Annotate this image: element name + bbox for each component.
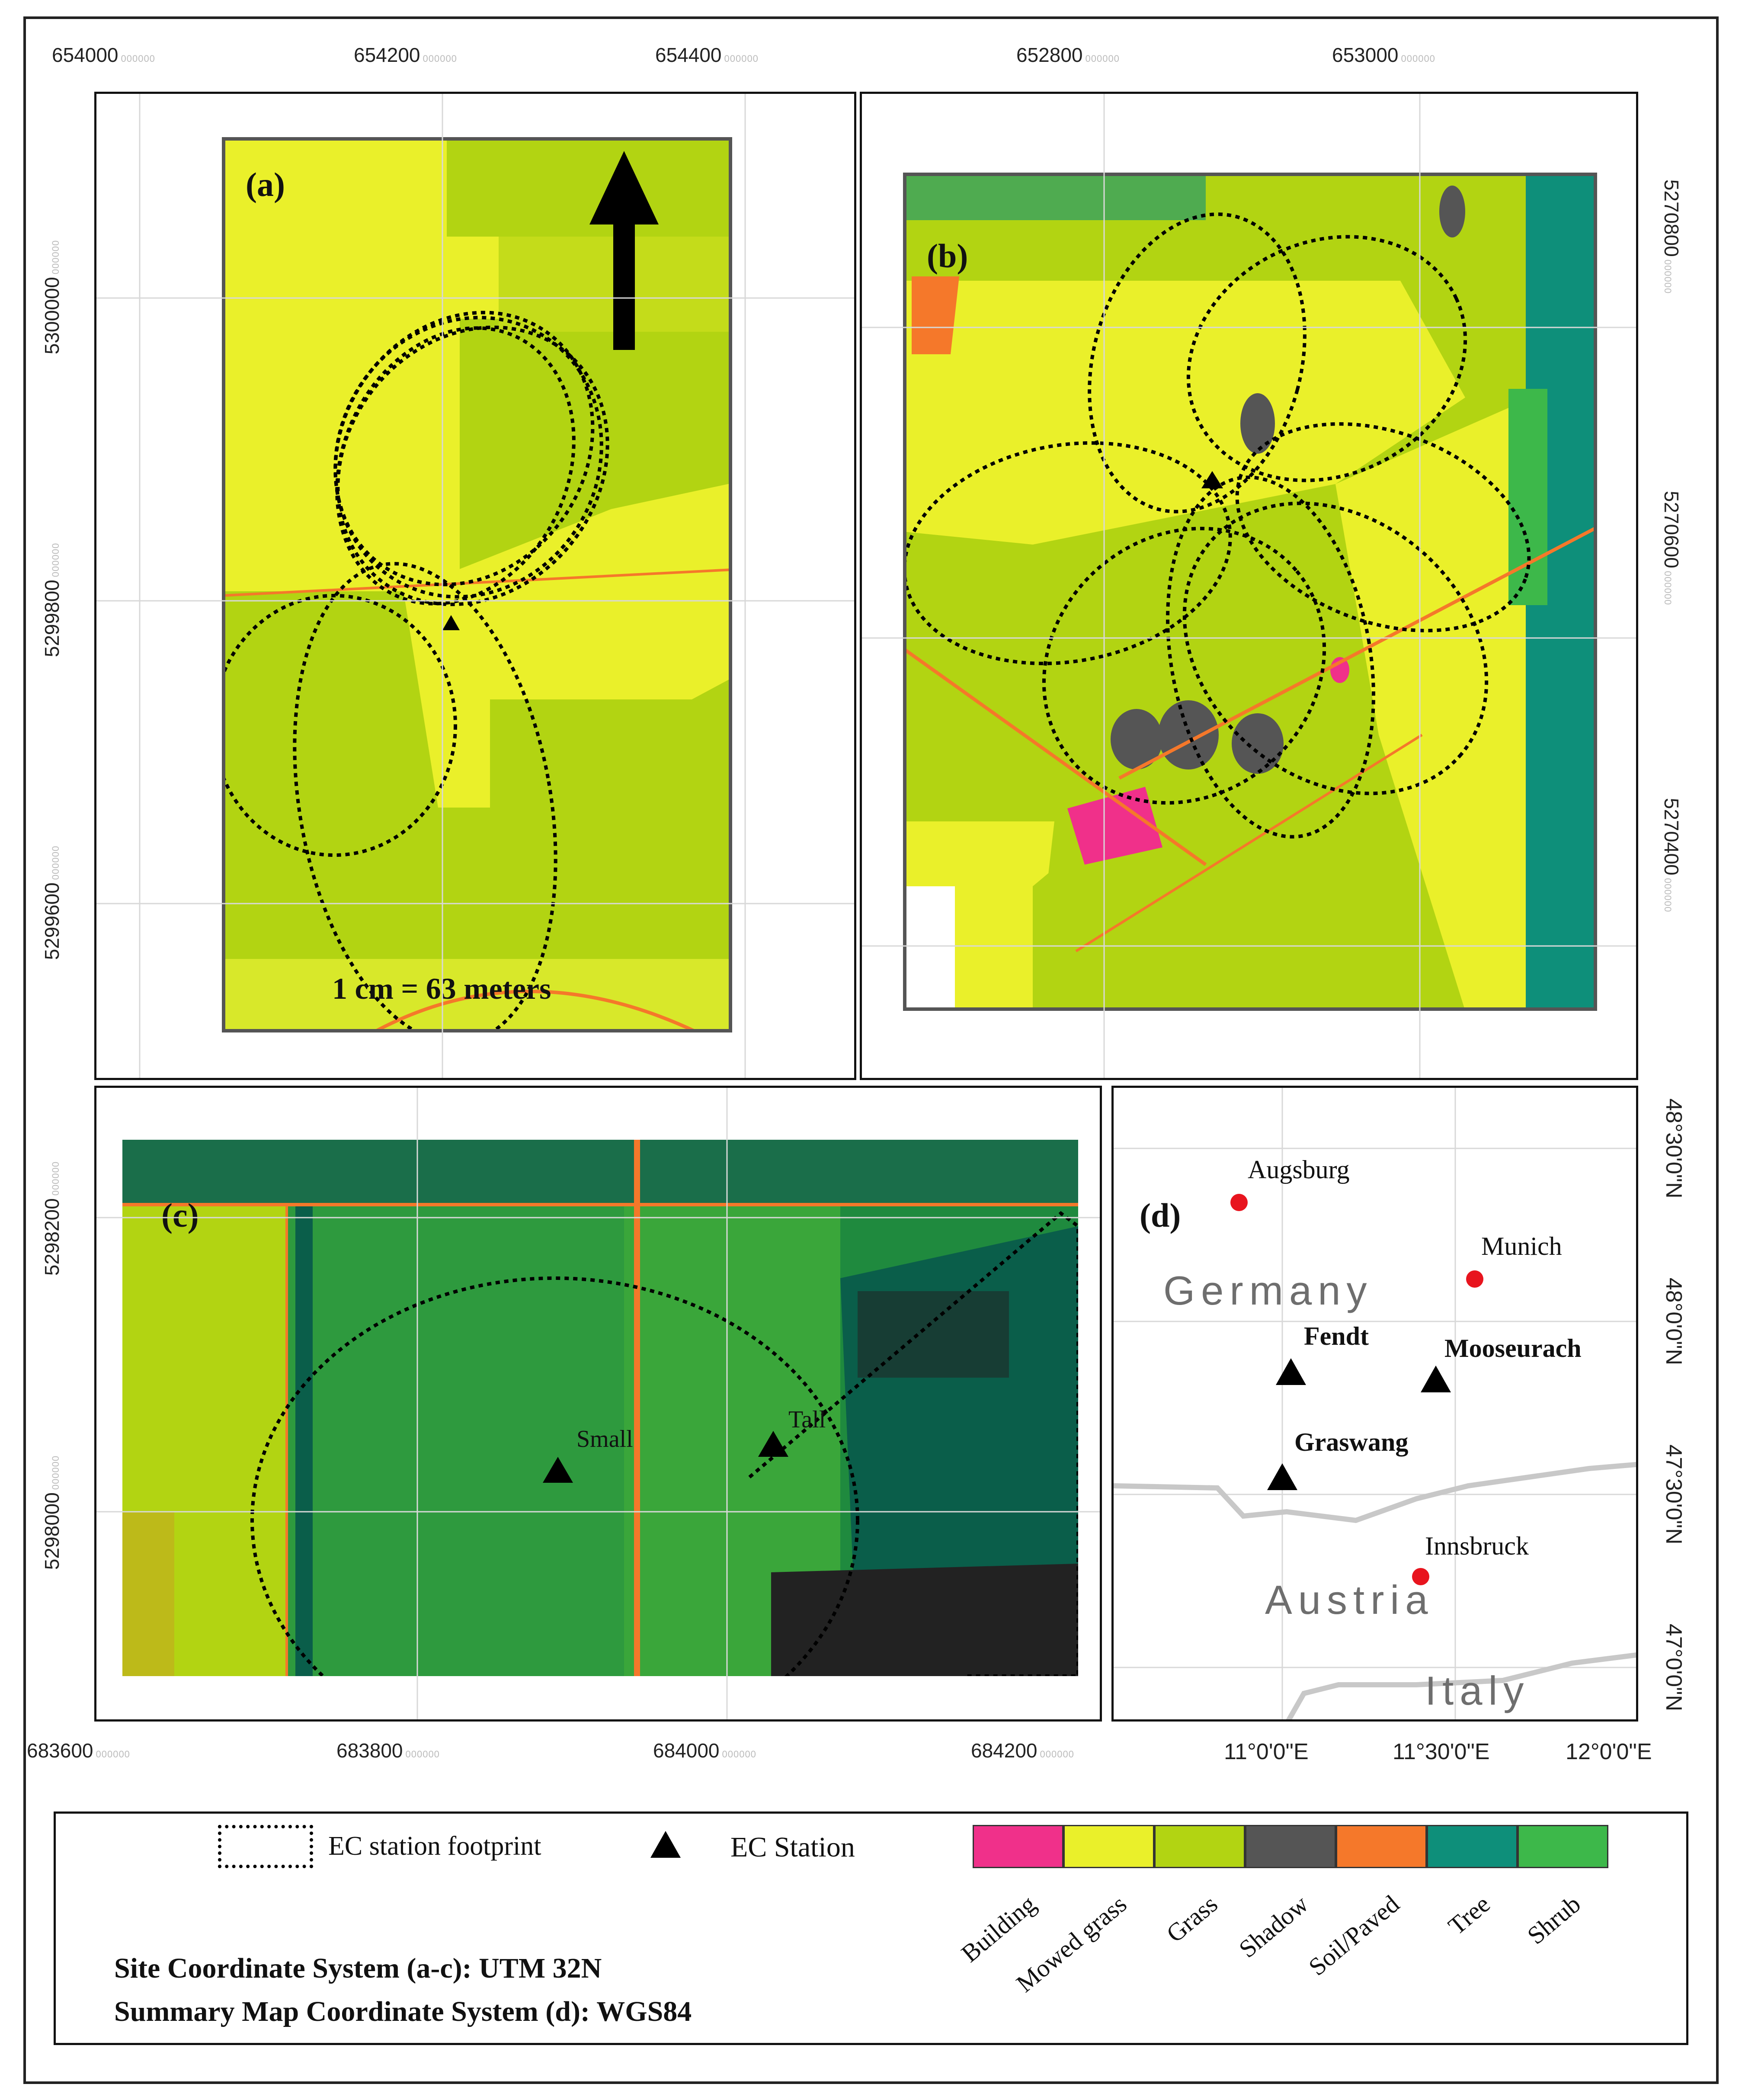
panel-b-grid — [862, 94, 1636, 1078]
panel-d-label: (d) — [1140, 1196, 1181, 1234]
panel-c-label: (c) — [161, 1196, 199, 1234]
panel-a-x-tick-3: 654400 000000 — [655, 44, 759, 66]
panel-c-map — [122, 1140, 1078, 1676]
panel-b-y-tick-2: 5270600000000 — [1660, 491, 1683, 606]
panel-c-grid — [96, 1088, 1100, 1719]
panel-c-y-tick-1: 5298200000000 — [41, 1161, 63, 1276]
station-tall-label: Tall — [788, 1406, 826, 1433]
panel-a-label: (a) — [246, 166, 285, 203]
station-mooseurach-label: Mooseurach — [1444, 1334, 1582, 1363]
panel-d: Augsburg Munich Innsbruck (d) Germany Au… — [1111, 1086, 1638, 1722]
class-label-grass: Grass — [1161, 1889, 1223, 1948]
panel-a-map — [222, 137, 732, 1032]
station-small-marker — [543, 1457, 573, 1483]
panel-a-grid — [96, 94, 854, 1078]
station-fendt-label: Fendt — [1304, 1322, 1369, 1350]
panel-c-x-tick-3: 684000 000000 — [653, 1739, 756, 1762]
swatch-grass — [1154, 1825, 1245, 1868]
class-label-shrub: Shrub — [1522, 1889, 1586, 1950]
panel-c-y-tick-2: 5298000000000 — [41, 1455, 63, 1570]
station-graswang-marker — [1267, 1463, 1297, 1490]
station-mooseurach-marker — [1421, 1366, 1451, 1392]
city-munich-label: Munich — [1481, 1232, 1562, 1260]
country-germany-label: Germany — [1163, 1268, 1373, 1313]
coord-system-sites: Site Coordinate System (a-c): UTM 32N — [114, 1953, 602, 1984]
panel-d-lat-tick-3: 47°30'0"N — [1661, 1444, 1686, 1545]
station-graswang-label: Graswang — [1294, 1428, 1409, 1456]
city-innsbruck-label: Innsbruck — [1425, 1532, 1529, 1560]
country-austria-label: Austria — [1265, 1577, 1434, 1622]
panel-d-lat-tick-4: 47°0'0"N — [1661, 1623, 1686, 1712]
panel-c: (c) Small Tall — [94, 1086, 1102, 1722]
panel-d-lat-tick-1: 48°30'0"N — [1661, 1098, 1686, 1199]
swatch-mowed-grass — [1063, 1825, 1154, 1868]
panel-d-lon-tick-2: 11°30'0"E — [1393, 1739, 1490, 1764]
swatch-tree — [1427, 1825, 1518, 1868]
panel-d-lon-tick-1: 11°0'0"E — [1224, 1739, 1309, 1764]
figure-frame — [23, 16, 1719, 2084]
legend: EC station footprint EC Station Building… — [54, 1811, 1688, 2045]
panel-b: (b) — [860, 92, 1638, 1080]
city-augsburg-dot — [1230, 1194, 1248, 1211]
station-label: EC Station — [730, 1831, 855, 1863]
class-label-shadow: Shadow — [1233, 1889, 1314, 1963]
panel-b-x-tick-1: 652800 000000 — [1016, 44, 1120, 66]
panel-a-y-tick-2: 5299800000000 — [41, 542, 63, 657]
panel-c-x-tick-4: 684200 000000 — [971, 1739, 1074, 1762]
station-tall-marker — [758, 1431, 788, 1457]
panel-a-x-tick-1: 654000 000000 — [52, 44, 155, 66]
panel-b-label: (b) — [927, 237, 968, 275]
city-munich-dot — [1466, 1270, 1483, 1288]
swatch-soil-paved — [1336, 1825, 1427, 1868]
north-arrow — [589, 151, 659, 350]
class-label-building: Building — [956, 1889, 1041, 1968]
footprint-label: EC station footprint — [328, 1831, 541, 1861]
city-augsburg-label: Augsburg — [1248, 1155, 1350, 1184]
swatch-shrub — [1518, 1825, 1608, 1868]
panel-c-x-tick-2: 683800 000000 — [336, 1739, 440, 1762]
class-label-soil-paved: Soil/Paved — [1303, 1889, 1405, 1981]
footprint-symbol — [218, 1825, 313, 1868]
swatch-shadow — [1245, 1825, 1336, 1868]
panel-a-x-tick-2: 654200 000000 — [354, 44, 457, 66]
station-fendt-marker — [1276, 1358, 1306, 1385]
coord-system-summary: Summary Map Coordinate System (d): WGS84 — [114, 1996, 692, 2027]
panel-d-lon-tick-3: 12°0'0"E — [1566, 1739, 1652, 1764]
panel-d-lat-tick-2: 48°0'0"N — [1661, 1277, 1686, 1366]
class-label-tree: Tree — [1442, 1889, 1495, 1940]
city-innsbruck-dot — [1412, 1568, 1429, 1585]
panel-a: (a) 1 cm = 63 meters — [94, 92, 856, 1080]
panel-a-y-tick-3: 5299600000000 — [41, 845, 63, 960]
station-small-label: Small — [576, 1426, 633, 1452]
panel-c-x-tick-1: 683600 000000 — [27, 1739, 130, 1762]
scale-text: 1 cm = 63 meters — [332, 972, 551, 1006]
swatch-building — [973, 1825, 1063, 1868]
panel-a-y-tick-1: 5300000000000 — [41, 240, 63, 355]
panel-b-y-tick-1: 5270800000000 — [1660, 179, 1683, 294]
panel-b-x-tick-2: 653000 000000 — [1332, 44, 1435, 66]
panel-d-grid — [1114, 1088, 1636, 1719]
panel-b-y-tick-3: 5270400000000 — [1660, 798, 1683, 913]
station-symbol — [650, 1831, 681, 1858]
panel-b-map — [903, 173, 1597, 1011]
country-italy-label: Italy — [1425, 1668, 1530, 1713]
